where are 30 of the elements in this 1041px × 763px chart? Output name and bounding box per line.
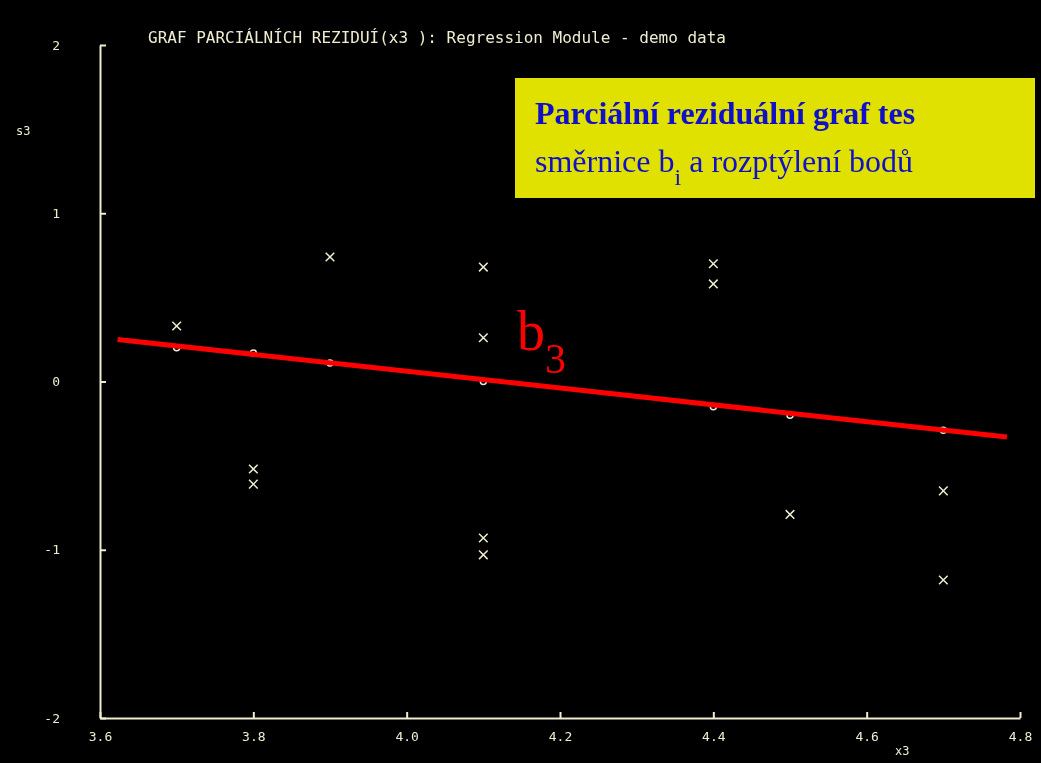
point xyxy=(938,485,949,496)
point xyxy=(171,320,182,332)
point xyxy=(708,278,719,289)
x-tick-label: 3.8 xyxy=(242,729,266,745)
point xyxy=(324,251,336,263)
point xyxy=(478,549,489,560)
point xyxy=(248,463,259,475)
y-tick-label: 1 xyxy=(52,205,60,221)
annotation: Parciální reziduální graf tes směrnice b$_{i}$ a rozptýlení bodů xyxy=(535,95,916,190)
point xyxy=(784,509,796,520)
x-tick-label: 4.4 xyxy=(702,729,726,745)
x-axis-title: x3 xyxy=(895,744,910,758)
x-tick-label: 3.6 xyxy=(88,729,113,745)
point xyxy=(708,258,719,269)
point xyxy=(478,262,489,273)
y-tick-label: 0 xyxy=(52,374,60,390)
x-tick-label: 4.2 xyxy=(548,729,573,745)
point xyxy=(478,332,489,343)
y-tick-label: -2 xyxy=(44,710,60,726)
y-tick-label: -1 xyxy=(44,542,60,558)
point xyxy=(478,532,489,544)
point xyxy=(938,574,949,586)
y-tick-label: 2 xyxy=(52,37,60,53)
point xyxy=(248,479,259,490)
x-tick-label: 4.6 xyxy=(855,729,879,745)
chart-title: GRAF PARCIÁLNÍCH REZIDUÍ(x3 ): Regression Module - demo data xyxy=(148,28,726,47)
x-tick-label: 4.8 xyxy=(1008,729,1033,745)
x-tick-label: 4.0 xyxy=(395,729,419,745)
y-axis-title: s3 xyxy=(16,124,31,138)
annotation: b$_{3}$ xyxy=(517,300,566,382)
